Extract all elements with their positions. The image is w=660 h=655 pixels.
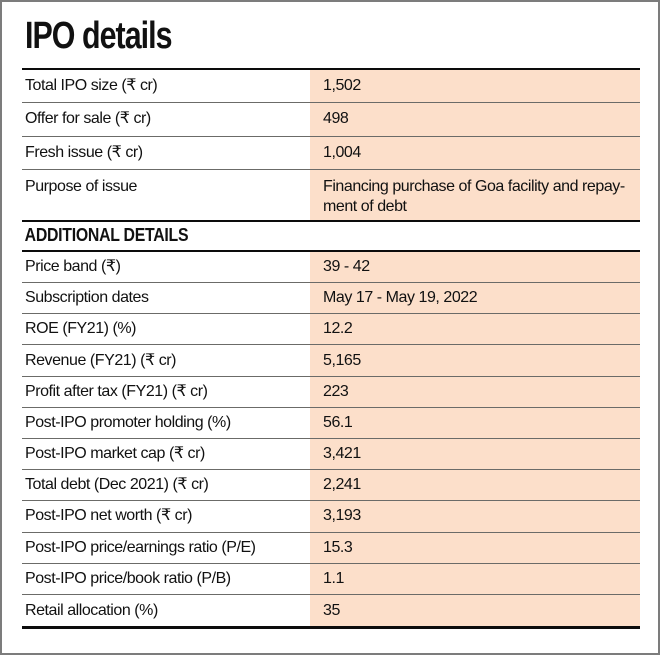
row-value: 1,004 — [310, 136, 640, 169]
row-value: 1.1 — [310, 563, 640, 594]
ipo-details-table: Total IPO size (₹ cr) 1,502 Offer for sa… — [22, 68, 640, 222]
section-header-text: ADDITIONAL DETAILS — [24, 225, 189, 246]
row-value: 223 — [310, 376, 640, 407]
additional-details-table: Price band (₹) 39 - 42 Subscription date… — [22, 249, 640, 630]
row-value: 56.1 — [310, 407, 640, 439]
row-label: Post-IPO promoter holding (%) — [25, 413, 231, 431]
page-title-text: IPO details — [25, 15, 173, 57]
table-row: Post-IPO promoter holding (%) 56.1 — [22, 407, 640, 440]
row-label: Retail allocation (%) — [25, 601, 158, 619]
row-label: Purpose of issue — [25, 177, 137, 195]
row-value: Financing purchase of Goa facility and r… — [310, 169, 640, 220]
row-label: ROE (FY21) (%) — [25, 320, 137, 338]
table-row: Post-IPO price/book ratio (P/B) 1.1 — [22, 563, 640, 595]
row-label: Total debt (Dec 2021) (₹ cr) — [25, 476, 209, 494]
table-row: Profit after tax (FY21) (₹ cr) 223 — [22, 376, 640, 408]
row-label: Revenue (FY21) (₹ cr) — [25, 351, 176, 369]
row-label: Price band (₹) — [25, 257, 121, 275]
table-row: Post-IPO price/earnings ratio (P/E) 15.3 — [22, 532, 640, 564]
table-row: Price band (₹) 39 - 42 — [22, 251, 640, 284]
row-label: Post-IPO price/earnings ratio (P/E) — [25, 538, 256, 556]
row-value: 2,241 — [310, 470, 640, 501]
row-label: Total IPO size (₹ cr) — [25, 77, 158, 95]
table-row: Offer for sale (₹ cr) 498 — [22, 103, 640, 137]
row-value: 1,502 — [310, 70, 640, 103]
row-value: 15.3 — [310, 532, 640, 563]
table-row: Subscription dates May 17 - May 19, 2022 — [22, 283, 640, 315]
row-label: Post-IPO net worth (₹ cr) — [25, 507, 192, 525]
row-value: 35 — [310, 594, 640, 627]
page-title: IPO details — [25, 15, 640, 57]
row-label: Post-IPO price/book ratio (P/B) — [25, 569, 231, 587]
row-label: Fresh issue (₹ cr) — [25, 143, 143, 161]
section-header-additional-details: ADDITIONAL DETAILS — [22, 221, 640, 250]
row-label: Post-IPO market cap (₹ cr) — [25, 445, 205, 463]
content-area: IPO details Total IPO size (₹ cr) 1,502 … — [22, 2, 640, 630]
table-row: Post-IPO market cap (₹ cr) 3,421 — [22, 439, 640, 471]
row-value: 5,165 — [310, 345, 640, 376]
table-row: ROE (FY21) (%) 12.2 — [22, 314, 640, 346]
row-value: 498 — [310, 103, 640, 136]
row-label: Offer for sale (₹ cr) — [25, 110, 151, 128]
row-label: Profit after tax (FY21) (₹ cr) — [25, 382, 208, 400]
row-value: 3,421 — [310, 439, 640, 470]
table-row: Post-IPO net worth (₹ cr) 3,193 — [22, 501, 640, 533]
table-row: Total debt (Dec 2021) (₹ cr) 2,241 — [22, 470, 640, 502]
table-row: Fresh issue (₹ cr) 1,004 — [22, 136, 640, 170]
row-value: 39 - 42 — [310, 251, 640, 283]
table-row: Revenue (FY21) (₹ cr) 5,165 — [22, 345, 640, 377]
row-value: 12.2 — [310, 314, 640, 345]
row-value: May 17 - May 19, 2022 — [310, 283, 640, 314]
table-row: Purpose of issue Financing purchase of G… — [22, 169, 640, 220]
row-value: 3,193 — [310, 501, 640, 532]
table-row: Retail allocation (%) 35 — [22, 594, 640, 627]
row-label: Subscription dates — [25, 289, 149, 307]
table-row: Total IPO size (₹ cr) 1,502 — [22, 70, 640, 104]
